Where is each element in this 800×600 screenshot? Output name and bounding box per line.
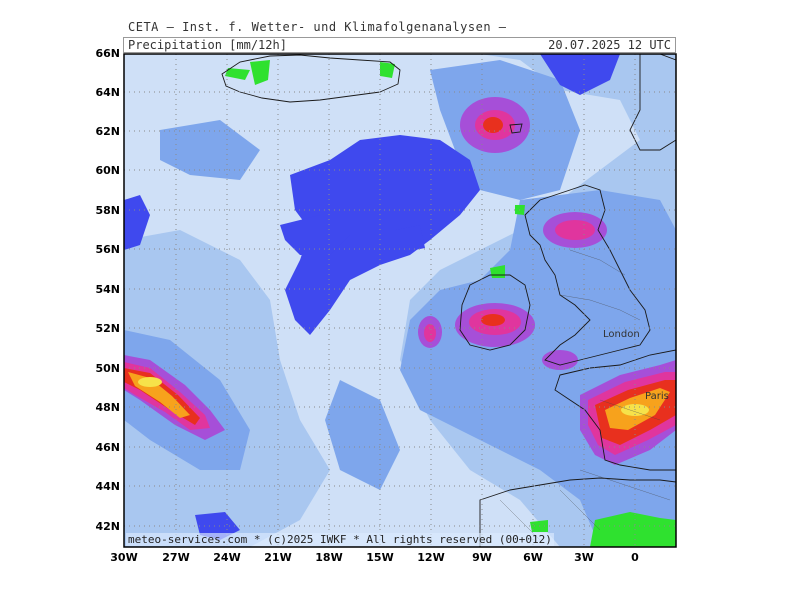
lat-tick-label: 50N [95, 362, 120, 375]
parameter-label: Precipitation [mm/12h] [128, 38, 287, 52]
medium-precip-region [160, 120, 260, 180]
lon-tick-label: 3W [574, 551, 594, 564]
dry-region [395, 225, 425, 252]
lon-tick-label: 12W [417, 551, 444, 564]
dry-region [280, 215, 350, 255]
lon-tick-label: 0 [631, 551, 639, 564]
lon-tick-label: 30W [110, 551, 137, 564]
copyright-note: meteo-services.com * (c)2025 IWKF * All … [126, 533, 554, 546]
extreme-precip-zone [138, 377, 162, 387]
borders [499, 249, 671, 541]
lat-tick-label: 58N [95, 204, 120, 217]
city-label-london: London [603, 329, 640, 340]
heavy-precip-zone [555, 220, 595, 240]
lat-axis: 66N 64N 62N 60N 58N 56N 54N 52N 50N 48N … [95, 47, 120, 533]
medium-precip-region [325, 380, 400, 490]
lat-tick-label: 42N [95, 520, 120, 533]
lat-tick-label: 62N [95, 125, 120, 138]
institute-title: CETA — Inst. f. Wetter- und Klimafolgena… [128, 20, 507, 34]
green-zone [380, 62, 395, 78]
intense-precip-zone [481, 314, 505, 326]
lon-tick-label: 15W [366, 551, 393, 564]
valid-time: 20.07.2025 12 UTC [548, 38, 671, 52]
lat-tick-label: 66N [95, 47, 120, 60]
lat-tick-label: 52N [95, 322, 120, 335]
intense-precip-zone [483, 117, 503, 133]
lat-tick-label: 44N [95, 480, 120, 493]
lon-axis: 30W 27W 24W 21W 18W 15W 12W 9W 6W 3W 0 [110, 551, 639, 564]
graticule [124, 54, 676, 547]
lat-tick-label: 56N [95, 243, 120, 256]
lon-tick-label: 9W [472, 551, 492, 564]
map-field: London Paris [124, 54, 676, 547]
dry-region [124, 195, 150, 250]
lat-tick-label: 46N [95, 441, 120, 454]
lon-tick-label: 24W [213, 551, 240, 564]
lon-tick-label: 6W [523, 551, 543, 564]
lat-tick-label: 48N [95, 401, 120, 414]
lat-tick-label: 54N [95, 283, 120, 296]
city-label-paris: Paris [645, 391, 669, 402]
green-zone [250, 60, 270, 85]
green-zone [225, 68, 250, 80]
lon-tick-label: 18W [315, 551, 342, 564]
header-bar: Precipitation [mm/12h] 20.07.2025 12 UTC [123, 37, 676, 53]
moderate-precip-zone [542, 350, 578, 370]
coastlines [221, 54, 676, 547]
lon-tick-label: 21W [264, 551, 291, 564]
heavy-precip-zone [424, 324, 436, 342]
lon-tick-label: 27W [162, 551, 189, 564]
lat-tick-label: 64N [95, 86, 120, 99]
lat-tick-label: 60N [95, 164, 120, 177]
map-frame [123, 53, 677, 548]
dry-region [540, 54, 620, 95]
green-zone [590, 512, 676, 547]
